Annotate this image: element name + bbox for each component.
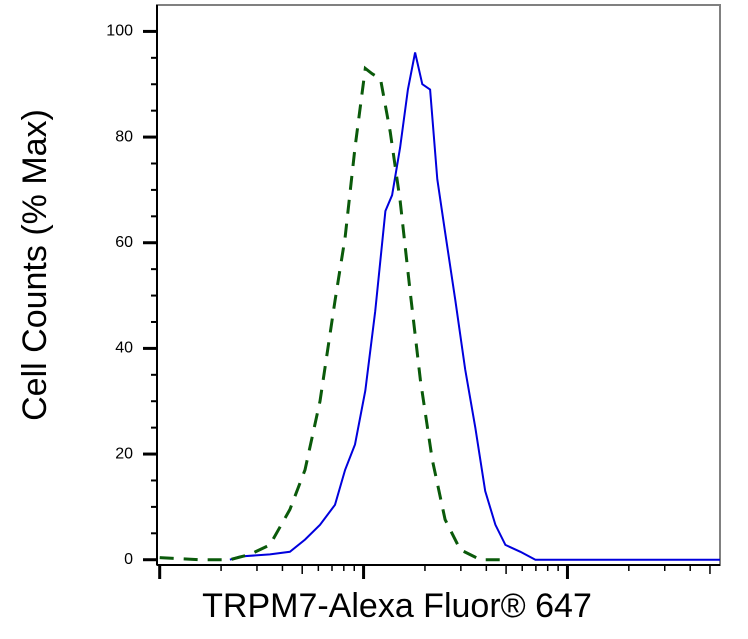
y-tick-label: 60 [115, 234, 133, 251]
y-tick-label: 0 [124, 551, 133, 568]
histogram-line [159, 65, 501, 562]
y-axis-label: Cell Counts (% Max) [16, 109, 54, 421]
plot-frame [156, 4, 721, 566]
x-axis-label: TRPM7-Alexa Fluor® 647 [202, 587, 592, 625]
y-tick-label: 20 [115, 445, 133, 462]
y-tick-label: 80 [115, 128, 133, 145]
y-tick-label: 40 [115, 340, 133, 357]
y-tick-label: 100 [106, 23, 133, 40]
histogram-line [229, 52, 720, 561]
